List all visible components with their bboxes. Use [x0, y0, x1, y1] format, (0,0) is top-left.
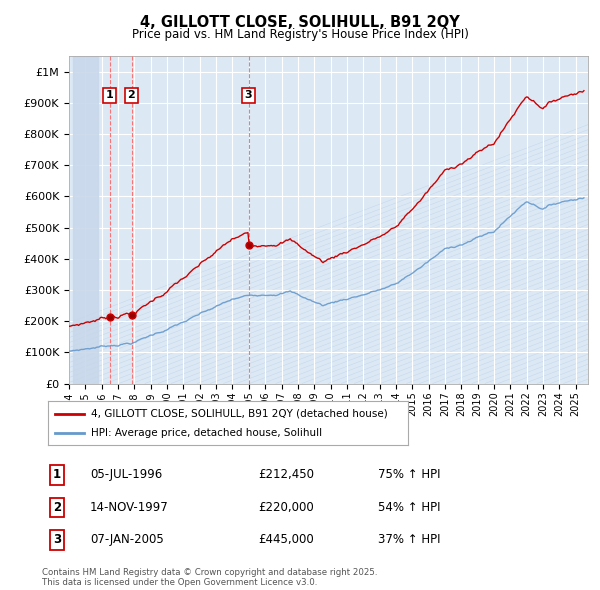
Text: 2: 2: [128, 90, 136, 100]
Text: 75% ↑ HPI: 75% ↑ HPI: [378, 468, 440, 481]
Text: 37% ↑ HPI: 37% ↑ HPI: [378, 533, 440, 546]
Text: 4, GILLOTT CLOSE, SOLIHULL, B91 2QY (detached house): 4, GILLOTT CLOSE, SOLIHULL, B91 2QY (det…: [91, 409, 388, 418]
Text: 1: 1: [53, 468, 61, 481]
Text: HPI: Average price, detached house, Solihull: HPI: Average price, detached house, Soli…: [91, 428, 322, 438]
Text: 1: 1: [106, 90, 113, 100]
Bar: [73, 56, 98, 384]
Text: Price paid vs. HM Land Registry's House Price Index (HPI): Price paid vs. HM Land Registry's House …: [131, 28, 469, 41]
Text: 4, GILLOTT CLOSE, SOLIHULL, B91 2QY: 4, GILLOTT CLOSE, SOLIHULL, B91 2QY: [140, 15, 460, 30]
Text: 2: 2: [53, 501, 61, 514]
Text: £212,450: £212,450: [258, 468, 314, 481]
Text: 3: 3: [53, 533, 61, 546]
Text: 3: 3: [245, 90, 252, 100]
Text: 54% ↑ HPI: 54% ↑ HPI: [378, 501, 440, 514]
Text: Contains HM Land Registry data © Crown copyright and database right 2025.
This d: Contains HM Land Registry data © Crown c…: [42, 568, 377, 587]
Text: 05-JUL-1996: 05-JUL-1996: [90, 468, 162, 481]
Text: 07-JAN-2005: 07-JAN-2005: [90, 533, 164, 546]
Text: £445,000: £445,000: [258, 533, 314, 546]
Text: 14-NOV-1997: 14-NOV-1997: [90, 501, 169, 514]
Text: £220,000: £220,000: [258, 501, 314, 514]
